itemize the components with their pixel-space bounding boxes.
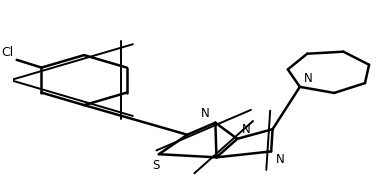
Text: Cl: Cl — [2, 46, 14, 59]
Text: N: N — [242, 123, 251, 136]
Text: N: N — [201, 108, 210, 121]
Text: N: N — [276, 153, 285, 166]
Text: S: S — [152, 159, 160, 172]
Text: N: N — [304, 72, 312, 85]
